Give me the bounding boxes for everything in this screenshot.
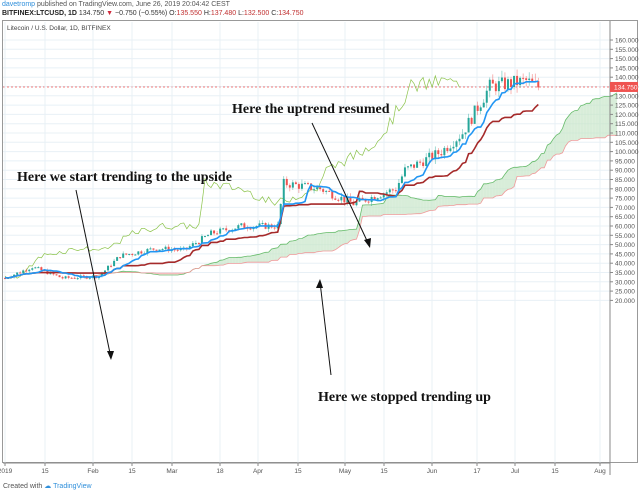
publish-info: davetromp published on TradingView.com, … <box>2 1 230 8</box>
svg-text:75.000: 75.000 <box>615 196 635 203</box>
svg-text:May: May <box>339 468 352 475</box>
svg-text:155.000: 155.000 <box>615 47 639 54</box>
svg-text:Feb: Feb <box>87 468 99 475</box>
last-price: 134.750 <box>78 10 105 17</box>
low-value: 132.500 <box>243 10 270 17</box>
svg-text:150.000: 150.000 <box>615 56 639 63</box>
svg-text:100.000: 100.000 <box>615 149 639 156</box>
svg-text:120.000: 120.000 <box>615 112 639 119</box>
symbol-info: BITFINEX:LTCUSD, 1D 134.750 ▼ −0.750 (−0… <box>2 10 304 17</box>
svg-text:30.000: 30.000 <box>615 279 635 286</box>
chart-legend: Litecoin / U.S. Dollar, 1D, BITFINEX <box>7 25 111 32</box>
svg-text:85.000: 85.000 <box>615 177 635 184</box>
footer: Created with ☁ TradingView <box>3 483 92 490</box>
svg-text:70.000: 70.000 <box>615 205 635 212</box>
annotation-start-uptrend: Here we start trending to the upside <box>17 170 232 185</box>
svg-text:15: 15 <box>551 468 559 475</box>
tradingview-logo-icon: ☁ <box>44 483 52 490</box>
svg-text:80.000: 80.000 <box>615 186 635 193</box>
svg-text:105.000: 105.000 <box>615 140 639 147</box>
svg-text:15: 15 <box>41 468 49 475</box>
author-link[interactable]: davetromp <box>2 1 36 8</box>
svg-text:115.000: 115.000 <box>615 121 638 128</box>
svg-text:55.000: 55.000 <box>615 233 635 240</box>
open-value: 135.550 <box>176 10 202 17</box>
svg-text:Jun: Jun <box>427 468 438 475</box>
svg-text:45.000: 45.000 <box>615 251 635 258</box>
svg-text:15: 15 <box>380 468 388 475</box>
down-arrow-icon: ▼ <box>106 10 114 17</box>
svg-text:50.000: 50.000 <box>615 242 635 249</box>
svg-text:60.000: 60.000 <box>615 224 635 231</box>
high-value: 137.480 <box>210 10 237 17</box>
svg-text:145.000: 145.000 <box>615 65 639 72</box>
svg-text:40.000: 40.000 <box>615 261 635 268</box>
annotation-uptrend-resumed: Here the uptrend resumed <box>232 102 390 117</box>
annotation-stopped-trending: Here we stopped trending up <box>318 390 491 405</box>
svg-text:20.000: 20.000 <box>615 298 635 305</box>
symbol: BITFINEX:LTCUSD, 1D <box>2 10 77 17</box>
svg-text:Mar: Mar <box>166 468 178 475</box>
svg-text:65.000: 65.000 <box>615 214 635 221</box>
close-value: 134.750 <box>278 10 304 17</box>
svg-text:160.000: 160.000 <box>615 38 639 45</box>
price-axis: 160.000155.000150.000145.000140.000135.0… <box>609 21 639 475</box>
svg-text:90.000: 90.000 <box>615 168 635 175</box>
svg-text:95.000: 95.000 <box>615 158 635 165</box>
time-axis: 2019 15 Feb 15 Mar 18 Apr 15 May 15 Jun 17 Jul 15 Aug <box>0 462 610 475</box>
annotation-arrows <box>75 122 371 376</box>
svg-text:15: 15 <box>128 468 136 475</box>
svg-text:Aug: Aug <box>594 468 606 475</box>
svg-text:18: 18 <box>216 468 224 475</box>
svg-text:130.000: 130.000 <box>615 93 639 100</box>
svg-text:Jul: Jul <box>511 468 520 475</box>
publish-text: published on TradingView.com, June 26, 2… <box>37 1 230 8</box>
svg-text:Apr: Apr <box>253 468 264 475</box>
svg-text:25.000: 25.000 <box>615 289 635 296</box>
tradingview-link[interactable]: TradingView <box>53 483 92 490</box>
price-change: −0.750 (−0.55%) <box>115 10 168 17</box>
svg-text:35.000: 35.000 <box>615 270 635 277</box>
svg-text:17: 17 <box>473 468 481 475</box>
svg-text:110.000: 110.000 <box>615 131 638 138</box>
svg-text:15: 15 <box>294 468 302 475</box>
svg-text:140.000: 140.000 <box>615 75 639 82</box>
svg-text:125.000: 125.000 <box>615 103 639 110</box>
ichimoku-cloud <box>83 92 618 279</box>
svg-text:134.750: 134.750 <box>614 84 638 91</box>
lagging-span <box>4 74 460 279</box>
svg-text:2019: 2019 <box>0 468 13 475</box>
